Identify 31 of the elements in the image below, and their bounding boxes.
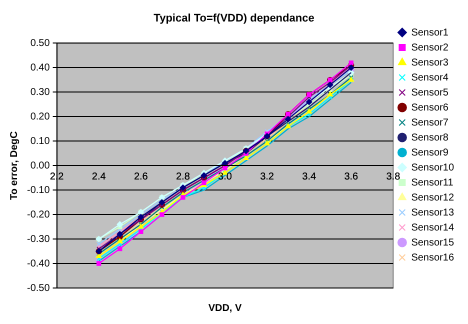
y-tick-label: -0.20 — [26, 209, 50, 220]
legend-label: Sensor7 — [411, 117, 449, 128]
legend-label: Sensor2 — [411, 42, 449, 54]
legend-label: Sensor3 — [411, 57, 449, 68]
legend-label: Sensor4 — [411, 72, 449, 84]
y-axis-title: To error, DegC — [8, 131, 20, 200]
y-tick-label: -0.50 — [26, 282, 50, 294]
chart-title: Typical To=f(VDD) dependance — [154, 12, 314, 25]
y-tick-label: 0.50 — [30, 38, 50, 49]
legend-label: Sensor12 — [411, 192, 454, 204]
legend-label: Sensor1 — [411, 27, 449, 38]
x-tick-label: 3.8 — [386, 171, 401, 182]
legend-label: Sensor14 — [411, 222, 454, 234]
y-tick-label: 0.10 — [30, 136, 50, 147]
y-tick-label: -0.40 — [26, 258, 50, 270]
legend-label: Sensor10 — [411, 162, 454, 174]
legend-label: Sensor16 — [411, 252, 454, 264]
legend-label: Sensor5 — [411, 87, 449, 98]
legend-label: Sensor9 — [411, 147, 449, 158]
y-tick-label: -0.30 — [26, 234, 50, 245]
y-tick-label: -0.10 — [26, 184, 50, 196]
legend-label: Sensor13 — [411, 207, 454, 218]
y-tick-label: 0.30 — [30, 86, 50, 98]
y-tick-label: 0.40 — [30, 62, 50, 74]
x-axis-title: VDD, V — [208, 302, 242, 314]
legend-label: Sensor15 — [411, 237, 454, 248]
legend-label: Sensor11 — [411, 177, 454, 188]
y-tick-label: 0.00 — [30, 160, 50, 172]
legend-label: Sensor8 — [411, 132, 449, 144]
legend-label: Sensor6 — [411, 102, 449, 114]
y-tick-label: 0.20 — [30, 111, 50, 122]
